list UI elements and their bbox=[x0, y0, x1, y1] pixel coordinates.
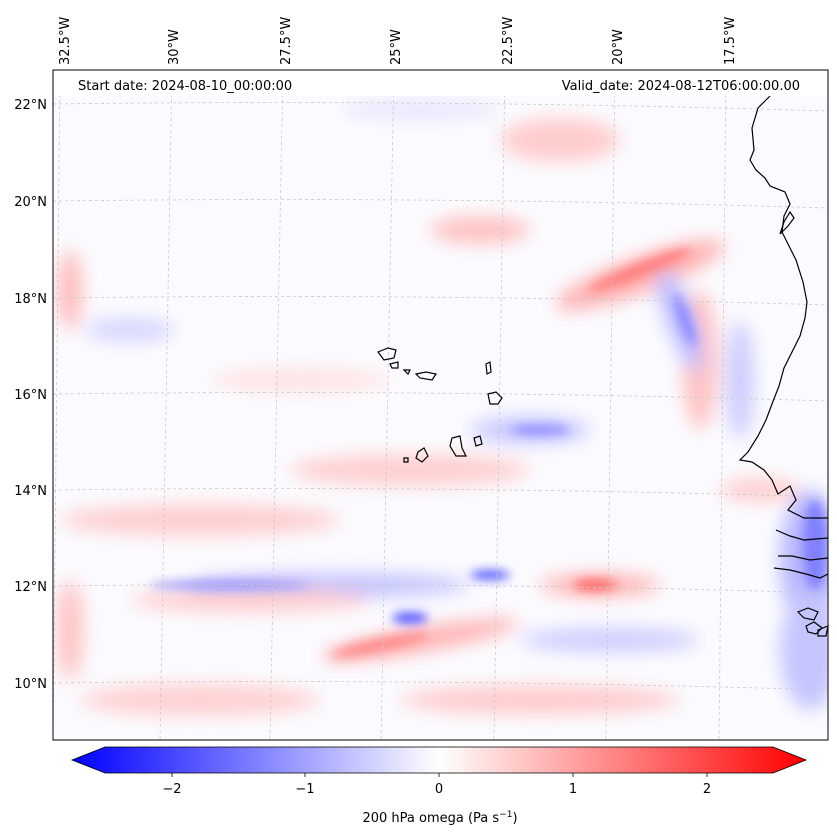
guinea-bissau-coast bbox=[796, 607, 829, 637]
island-sao-vicente bbox=[389, 361, 399, 369]
omega-field bbox=[56, 100, 828, 716]
lon-label: 27.5°W bbox=[279, 17, 294, 65]
lat-label: 20°N bbox=[14, 195, 47, 210]
island-boa-vista bbox=[487, 391, 503, 405]
gridline-20n bbox=[53, 199, 828, 209]
lat-label: 16°N bbox=[14, 388, 47, 403]
lat-label: 14°N bbox=[14, 484, 47, 499]
colorbar: −2 −1 0 1 2 200 hPa omega (Pa s−1) bbox=[70, 746, 808, 826]
lat-label: 10°N bbox=[14, 677, 47, 692]
gridline-14n bbox=[53, 488, 828, 498]
west-africa-coastline bbox=[738, 95, 828, 519]
latitude-labels: 22°N 20°N 18°N 16°N 14°N 12°N 10°N bbox=[14, 98, 47, 692]
lon-label: 20°W bbox=[611, 29, 626, 65]
island-sal bbox=[485, 361, 492, 375]
gridline-18n bbox=[53, 296, 828, 306]
coastlines bbox=[738, 95, 829, 637]
gridline-16n bbox=[53, 392, 828, 402]
island-fogo bbox=[415, 447, 429, 463]
island-santa-luzia bbox=[402, 369, 411, 376]
map-frame bbox=[52, 69, 829, 741]
graticule bbox=[53, 70, 828, 740]
cape-verde-islands bbox=[377, 347, 503, 463]
colorbar-tick-label: −1 bbox=[295, 782, 314, 797]
colorbar-tick-label: −2 bbox=[162, 782, 181, 797]
lon-label: 25°W bbox=[389, 29, 404, 65]
gridline-20w bbox=[605, 70, 616, 740]
gridline-22n bbox=[53, 102, 828, 112]
start-date-label: Start date: 2024-08-10_00:00:00 bbox=[78, 79, 292, 94]
lat-label: 18°N bbox=[14, 292, 47, 307]
longitude-labels: 32.5°W 30°W 27.5°W 25°W 22.5°W 20°W 17.5… bbox=[58, 17, 738, 65]
lat-label: 22°N bbox=[14, 98, 47, 113]
colorbar-title-main: 200 hPa omega (Pa s bbox=[362, 811, 499, 826]
gambia-coast bbox=[773, 529, 829, 579]
lat-label: 12°N bbox=[14, 580, 47, 595]
colorbar-body bbox=[70, 746, 808, 774]
lon-label: 17.5°W bbox=[723, 17, 738, 65]
lon-label: 22.5°W bbox=[501, 17, 516, 65]
gridline-10n bbox=[53, 681, 828, 691]
colorbar-title-exp: −1 bbox=[499, 810, 512, 820]
lon-label: 30°W bbox=[167, 29, 182, 65]
colorbar-tick-label: 0 bbox=[435, 782, 443, 797]
colorbar-title-close: ) bbox=[512, 811, 517, 826]
colorbar-tick-label: 2 bbox=[703, 782, 711, 797]
gridline-25w bbox=[380, 70, 395, 740]
header-band bbox=[53, 70, 828, 96]
gridline-27-5w bbox=[269, 70, 284, 740]
island-brava bbox=[403, 457, 409, 463]
dakar-peninsula bbox=[779, 210, 795, 235]
gridline-12n bbox=[53, 584, 828, 594]
colorbar-title: 200 hPa omega (Pa s−1) bbox=[362, 810, 517, 826]
gridline-22-5w bbox=[493, 70, 506, 740]
colorbar-tick-label: 1 bbox=[569, 782, 577, 797]
gridline-17-5w bbox=[718, 70, 727, 740]
valid-date-label: Valid_date: 2024-08-12T06:00:00.00 bbox=[562, 79, 800, 94]
island-sao-nicolau bbox=[414, 371, 437, 381]
lon-label: 32.5°W bbox=[58, 17, 73, 65]
gridline-32-5w bbox=[53, 70, 61, 740]
island-santo-antao bbox=[377, 347, 397, 361]
gridline-30w bbox=[159, 70, 173, 740]
island-maio bbox=[473, 435, 483, 447]
island-santiago bbox=[449, 435, 467, 457]
map-panel: Start date: 2024-08-10_00:00:00 Valid_da… bbox=[52, 69, 829, 741]
